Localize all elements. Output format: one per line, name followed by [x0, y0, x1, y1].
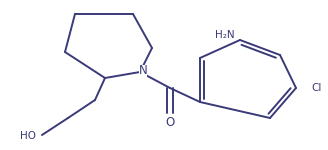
- Text: Cl: Cl: [311, 83, 321, 93]
- Text: H₂N: H₂N: [215, 30, 235, 40]
- Text: O: O: [165, 116, 174, 129]
- Text: N: N: [139, 64, 147, 78]
- Text: HO: HO: [20, 131, 36, 141]
